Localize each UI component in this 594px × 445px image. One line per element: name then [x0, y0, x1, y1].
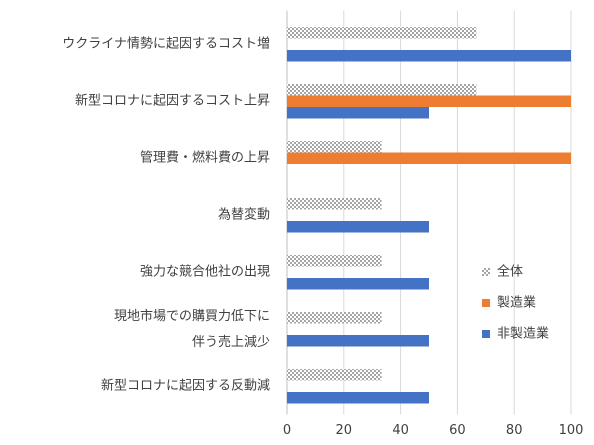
bar — [287, 141, 382, 153]
bar — [287, 152, 571, 164]
bar — [287, 198, 382, 210]
bar — [287, 95, 571, 107]
legend-swatch — [482, 268, 490, 276]
bar — [287, 255, 382, 267]
y-tick-label: 新型コロナに起因する反動減 — [101, 378, 270, 394]
legend-swatch — [482, 330, 490, 338]
legend-swatch — [482, 299, 490, 307]
y-tick-label: 為替変動 — [218, 207, 270, 223]
bar — [287, 335, 429, 347]
bar — [287, 392, 429, 404]
bar — [287, 50, 571, 62]
y-tick-label: 現地市場での購買力低下に伴う売上減少 — [114, 308, 270, 350]
bar — [287, 221, 429, 233]
bar — [287, 278, 429, 290]
y-tick-label: 新型コロナに起因するコスト上昇 — [75, 93, 270, 109]
legend-label: 全体 — [497, 264, 523, 280]
bar — [287, 312, 382, 324]
x-tick-label: 0 — [283, 423, 291, 438]
x-tick-label: 100 — [559, 423, 584, 438]
bar — [287, 84, 477, 96]
x-tick-label: 80 — [506, 423, 523, 438]
x-tick-label: 40 — [392, 423, 409, 438]
y-tick-label: ウクライナ情勢に起因するコスト増 — [62, 37, 270, 52]
x-tick-label: 20 — [336, 423, 353, 438]
x-tick-label: 60 — [449, 423, 466, 438]
bar — [287, 369, 382, 381]
y-tick-label: 管理費・燃料費の上昇 — [140, 150, 270, 166]
legend-label: 製造業 — [497, 295, 536, 311]
bar — [287, 107, 429, 119]
legend-label: 非製造業 — [497, 326, 549, 342]
bar — [287, 27, 477, 39]
y-tick-label: 強力な競合他社の出現 — [140, 264, 270, 280]
